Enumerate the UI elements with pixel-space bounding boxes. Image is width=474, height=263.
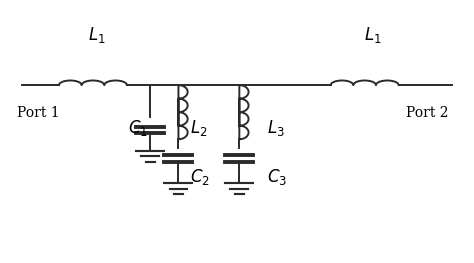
Text: Port 2: Port 2 [406, 107, 448, 120]
Text: $C_3$: $C_3$ [267, 166, 288, 186]
Text: $L_1$: $L_1$ [88, 25, 105, 45]
Text: $L_3$: $L_3$ [267, 118, 285, 138]
Text: $L_2$: $L_2$ [190, 118, 208, 138]
Text: $C_2$: $C_2$ [190, 166, 210, 186]
Text: $L_1$: $L_1$ [364, 25, 382, 45]
Text: Port 1: Port 1 [17, 107, 59, 120]
Text: $C_1$: $C_1$ [128, 118, 148, 138]
